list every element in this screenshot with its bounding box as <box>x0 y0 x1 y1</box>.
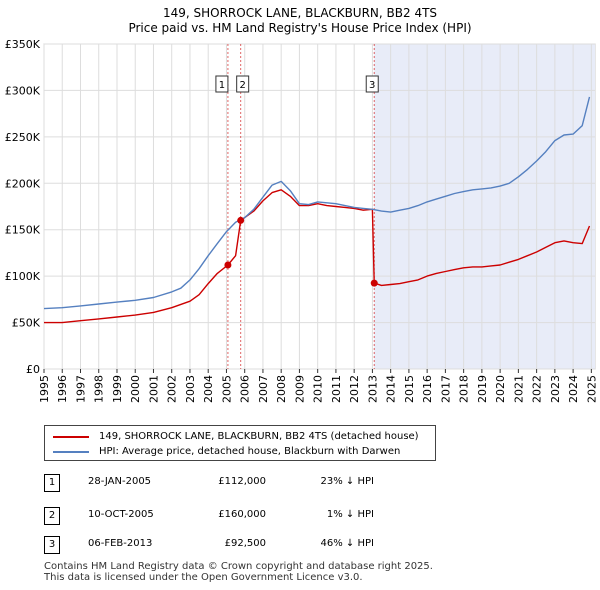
transaction-price: £112,000 <box>218 476 266 487</box>
shaded-region <box>374 44 595 369</box>
x-tick-label: 2024 <box>567 375 580 403</box>
x-tick-label: 2008 <box>275 375 288 403</box>
x-tick-label: 2000 <box>129 375 142 403</box>
x-tick-label: 2013 <box>366 375 379 403</box>
x-tick-label: 2021 <box>512 375 525 403</box>
x-tick-label: 1999 <box>111 375 124 403</box>
x-tick-label: 1998 <box>93 375 106 403</box>
transaction-date: 28-JAN-2005 <box>88 476 152 487</box>
transaction-date: 06-FEB-2013 <box>88 538 153 549</box>
grid <box>43 43 595 370</box>
y-tick-label: £350K <box>5 38 41 51</box>
hpi-line <box>43 96 591 310</box>
footer-copyright: Contains HM Land Registry data © Crown c… <box>44 561 433 572</box>
x-tick-label: 2005 <box>220 375 233 403</box>
transaction-hpi-relation: 1% ↓ HPI <box>326 509 374 520</box>
x-tick-label: 1995 <box>38 375 51 403</box>
chart: 1 2 3 £0 £50K £100K £150K £200K £250K £300K £350K… <box>5 38 599 403</box>
property-price-line <box>44 189 591 324</box>
x-tick-label: 2022 <box>531 375 544 403</box>
y-tick-label: £100K <box>5 270 41 283</box>
legend-hpi-swatch <box>53 451 89 453</box>
footer: Contains HM Land Registry data © Crown c… <box>44 561 433 583</box>
x-tick-label: 2019 <box>476 375 489 403</box>
y-tick-label: £0 <box>26 363 40 376</box>
x-tick-label: 2017 <box>439 375 452 403</box>
legend-property-swatch <box>53 436 89 438</box>
footer-licence: This data is licensed under the Open Gov… <box>44 572 363 583</box>
marker-labels: 1 2 3 <box>215 75 379 93</box>
transaction-row: 2 10-OCT-2005 £160,000 1% ↓ HPI <box>44 507 464 525</box>
x-tick-label: 2003 <box>184 375 197 403</box>
title-line-1: 149, SHORROCK LANE, BLACKBURN, BB2 4TS <box>162 6 438 20</box>
x-tick-label: 2009 <box>293 375 306 403</box>
x-tick-label: 2011 <box>330 375 343 403</box>
sale-point <box>237 216 245 224</box>
x-tick-label: 1996 <box>56 375 69 403</box>
x-tick-label: 2023 <box>549 375 562 403</box>
legend-hpi-label: HPI: Average price, detached house, Blac… <box>99 446 401 457</box>
x-tick-label: 2025 <box>585 375 598 403</box>
x-tick-label: 2012 <box>348 375 361 403</box>
series-group <box>43 96 591 324</box>
marker-box <box>215 75 229 93</box>
marker-box <box>365 75 379 93</box>
title-line-2: Price paid vs. HM Land Registry's House … <box>128 21 472 35</box>
chart-title: 149, SHORROCK LANE, BLACKBURN, BB2 4TS P… <box>0 6 600 36</box>
transaction-row: 1 28-JAN-2005 £112,000 23% ↓ HPI <box>44 474 464 492</box>
transaction-price: £160,000 <box>218 509 266 520</box>
y-tick-label: £150K <box>5 224 41 237</box>
x-tick-label: 1997 <box>74 375 87 403</box>
transaction-number: 2 <box>44 507 60 525</box>
plot-background <box>43 43 596 370</box>
x-tick-label: 2016 <box>421 375 434 403</box>
x-tick-label: 2007 <box>257 375 270 403</box>
x-tick-label: 2014 <box>385 375 398 403</box>
y-tick-label: £250K <box>5 131 41 144</box>
sale-point <box>370 279 378 287</box>
legend: 149, SHORROCK LANE, BLACKBURN, BB2 4TS (… <box>44 425 436 461</box>
x-tick-label: 2010 <box>312 375 325 403</box>
marker-box <box>236 75 250 93</box>
transaction-price: £92,500 <box>224 538 266 549</box>
x-tick-label: 2002 <box>166 375 179 403</box>
marker-points <box>224 216 378 287</box>
sale-point <box>224 261 232 269</box>
x-tick-label: 2015 <box>403 375 416 403</box>
legend-property-label: 149, SHORROCK LANE, BLACKBURN, BB2 4TS (… <box>99 431 419 442</box>
y-tick-label: £50K <box>12 317 41 330</box>
x-axis: 1995 1996 1997 1998 1999 2000 2001 2002 2003 2004… <box>38 369 598 403</box>
y-tick-label: £200K <box>5 177 41 190</box>
x-tick-label: 2020 <box>494 375 507 403</box>
marker-box-label: 2 <box>239 80 245 91</box>
x-tick-label: 2018 <box>458 375 471 403</box>
x-tick-label: 2004 <box>202 375 215 403</box>
transaction-date: 10-OCT-2005 <box>88 509 154 520</box>
marker-box-label: 1 <box>219 80 225 91</box>
transaction-hpi-relation: 46% ↓ HPI <box>320 538 374 549</box>
marker-box-label: 3 <box>369 80 375 91</box>
x-tick-label: 2006 <box>239 375 252 403</box>
transaction-row: 3 06-FEB-2013 £92,500 46% ↓ HPI <box>44 536 464 554</box>
y-tick-label: £300K <box>5 84 41 97</box>
transaction-hpi-relation: 23% ↓ HPI <box>320 476 374 487</box>
transaction-number: 3 <box>44 536 60 554</box>
transaction-number: 1 <box>44 474 60 492</box>
y-axis: £0 £50K £100K £150K £200K £250K £300K £350K <box>5 38 41 376</box>
x-tick-label: 2001 <box>147 375 160 403</box>
